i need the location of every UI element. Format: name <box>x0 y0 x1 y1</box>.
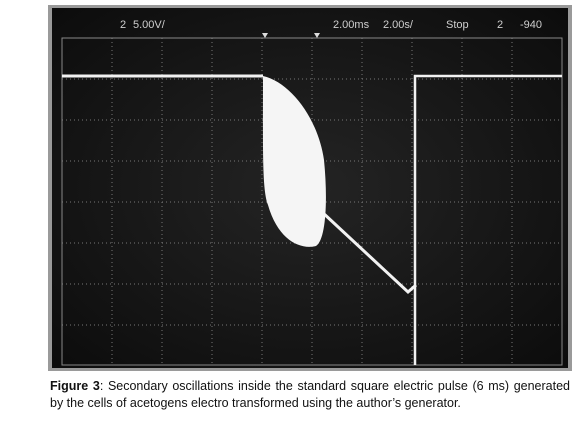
trigger-level: -940 <box>520 19 542 31</box>
trace <box>62 74 562 365</box>
trigger-channel: 2 <box>497 19 503 31</box>
caption-text: : Secondary oscillations inside the stan… <box>50 379 570 410</box>
caption-label: Figure 3 <box>50 379 100 393</box>
caption: Figure 3: Secondary oscillations inside … <box>50 378 570 412</box>
oscillation-burst <box>262 76 326 247</box>
time-pos: 2.00ms <box>333 19 370 31</box>
oscilloscope-photo: 2 5.00V/ 2.00ms 2.00s/ Stop 2 -940 <box>48 5 572 371</box>
screen-border <box>61 37 563 366</box>
grid <box>62 38 562 365</box>
volts-per-div: 5.00V/ <box>133 19 166 31</box>
run-state: Stop <box>446 19 469 31</box>
time-per-div: 2.00s/ <box>383 19 414 31</box>
channel: 2 <box>120 19 126 31</box>
